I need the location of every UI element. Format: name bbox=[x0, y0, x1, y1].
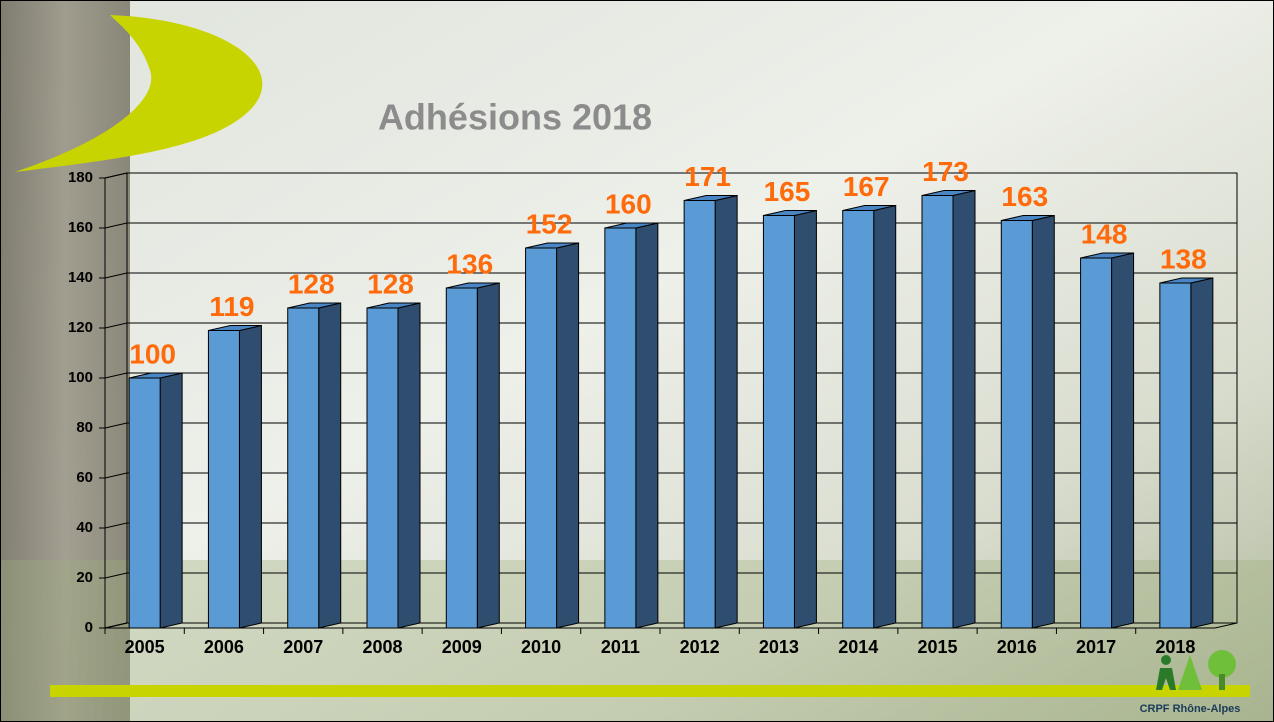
bar bbox=[446, 288, 477, 628]
bar bbox=[605, 228, 636, 628]
bar bbox=[367, 308, 398, 628]
y-tick-label: 160 bbox=[68, 219, 93, 236]
bar-side bbox=[1112, 253, 1134, 628]
x-tick-label: 2017 bbox=[1076, 637, 1116, 657]
y-tick-label: 0 bbox=[85, 619, 93, 636]
chart-title: Adhésions 2018 bbox=[378, 97, 652, 138]
bar-side bbox=[557, 243, 579, 628]
data-label: 173 bbox=[922, 156, 969, 187]
x-tick-label: 2012 bbox=[680, 637, 720, 657]
bar bbox=[684, 201, 715, 629]
bar-side bbox=[319, 303, 341, 628]
data-label: 167 bbox=[843, 171, 890, 202]
y-tick-label: 180 bbox=[68, 169, 93, 186]
x-tick-label: 2018 bbox=[1155, 637, 1195, 657]
bar bbox=[763, 216, 794, 629]
y-tick-label: 60 bbox=[76, 469, 93, 486]
data-label: 128 bbox=[367, 268, 414, 299]
bar bbox=[208, 331, 239, 629]
data-label: 148 bbox=[1081, 218, 1128, 249]
y-tick-label: 80 bbox=[76, 419, 93, 436]
data-label: 163 bbox=[1001, 181, 1048, 212]
bar bbox=[843, 211, 874, 629]
y-tick-label: 120 bbox=[68, 319, 93, 336]
data-label: 136 bbox=[446, 248, 493, 279]
x-tick-label: 2009 bbox=[442, 637, 482, 657]
bar bbox=[922, 196, 953, 629]
data-label: 119 bbox=[209, 291, 254, 322]
bar bbox=[1160, 283, 1191, 628]
data-label: 138 bbox=[1160, 243, 1207, 274]
slide: CRPF Rhône-Alpes Adhésions 2018 0 20 40 60 8… bbox=[0, 0, 1274, 722]
bar-side bbox=[398, 303, 420, 628]
x-tick-label: 2007 bbox=[283, 637, 323, 657]
bar bbox=[129, 378, 160, 628]
x-tick-label: 2014 bbox=[838, 637, 878, 657]
y-tick-label: 20 bbox=[76, 569, 93, 586]
bar-side bbox=[477, 283, 499, 628]
data-label: 160 bbox=[605, 188, 652, 219]
x-tick-label: 2005 bbox=[125, 637, 165, 657]
footer-text: CRPF Rhône-Alpes bbox=[1140, 703, 1241, 715]
data-label: 100 bbox=[129, 338, 176, 369]
x-tick-label: 2008 bbox=[362, 637, 402, 657]
x-tick-label: 2015 bbox=[917, 637, 957, 657]
data-label: 152 bbox=[526, 208, 573, 239]
bar-side bbox=[794, 211, 816, 629]
bar bbox=[288, 308, 319, 628]
bar-side bbox=[953, 191, 975, 629]
bar bbox=[1001, 221, 1032, 629]
bar-side bbox=[1032, 216, 1054, 629]
x-tick-label: 2016 bbox=[997, 637, 1037, 657]
bar-side bbox=[160, 373, 182, 628]
x-tick-label: 2011 bbox=[601, 637, 640, 657]
x-tick-label: 2013 bbox=[759, 637, 799, 657]
bar bbox=[1081, 258, 1112, 628]
bar bbox=[526, 248, 557, 628]
bar-side bbox=[874, 206, 896, 629]
bar-side bbox=[715, 196, 737, 629]
footer-bar bbox=[50, 685, 1250, 697]
x-tick-label: 2006 bbox=[204, 637, 244, 657]
y-tick-label: 140 bbox=[68, 269, 93, 286]
data-label: 128 bbox=[288, 268, 335, 299]
data-label: 165 bbox=[764, 176, 811, 207]
y-tick-label: 40 bbox=[76, 519, 93, 536]
bar-side bbox=[636, 223, 658, 628]
y-tick-label: 100 bbox=[68, 369, 93, 386]
data-label: 171 bbox=[684, 161, 731, 192]
bar-side bbox=[239, 326, 261, 629]
x-tick-label: 2010 bbox=[521, 637, 561, 657]
bar-side bbox=[1191, 278, 1213, 628]
